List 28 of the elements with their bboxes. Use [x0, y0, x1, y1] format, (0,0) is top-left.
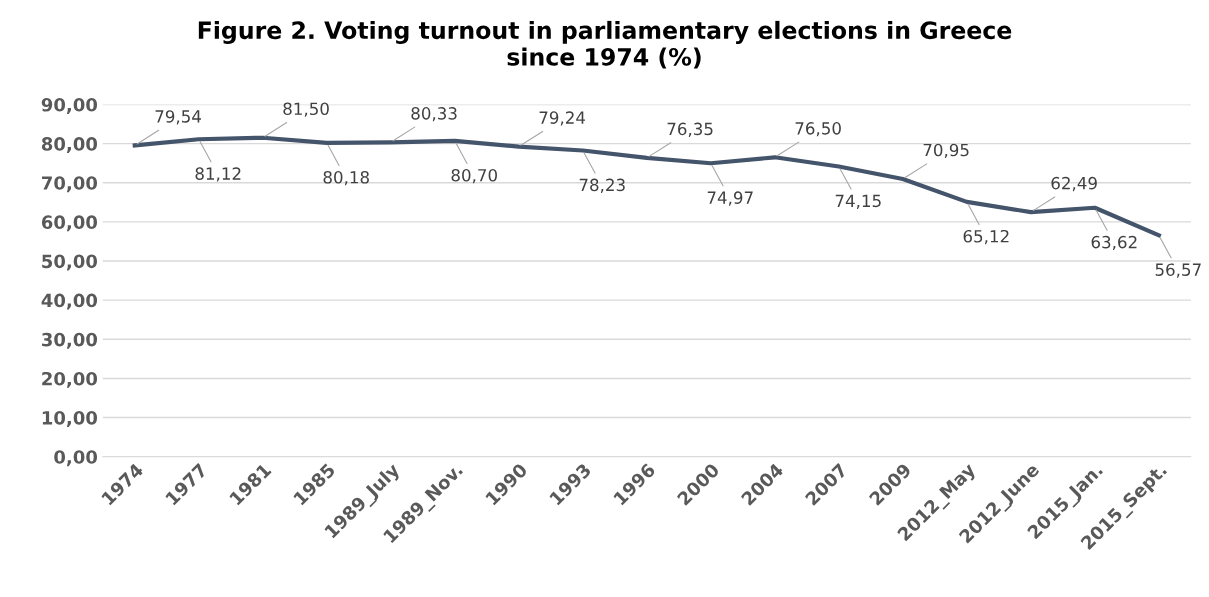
data-label: 80,70	[451, 168, 497, 184]
y-tick-label: 20,00	[42, 371, 98, 388]
y-tick-label: 60,00	[41, 215, 98, 232]
data-label: 80,18	[323, 170, 369, 186]
data-label: 63,62	[1091, 235, 1137, 251]
y-tick-label: 50,00	[42, 254, 98, 271]
y-tick-label: 70,00	[42, 176, 98, 193]
data-label: 76,35	[667, 122, 713, 137]
data-label: 76,50	[795, 122, 841, 137]
data-label: 74,15	[835, 194, 881, 209]
y-tick-label: 80,00	[41, 137, 98, 154]
data-label: 78,23	[579, 178, 625, 193]
data-label: 65,12	[963, 229, 1009, 245]
y-tick-label: 10,00	[42, 411, 98, 427]
data-label: 56,57	[1155, 263, 1201, 278]
data-label: 62,49	[1051, 176, 1097, 192]
data-label: 70,95	[923, 143, 969, 159]
data-label: 80,33	[411, 107, 457, 122]
y-tick-label: 30,00	[42, 332, 98, 349]
data-label: 79,54	[155, 110, 201, 125]
data-label: 81,50	[283, 102, 329, 117]
data-label: 81,12	[195, 167, 241, 182]
y-tick-label: 40,00	[41, 293, 98, 310]
data-label: 74,97	[707, 191, 753, 206]
data-label: 79,24	[539, 111, 586, 126]
y-tick-label: 90,00	[41, 97, 98, 114]
y-tick-label: 0,00	[54, 450, 98, 467]
chart-title: Figure 2. Voting turnout in parliamentary elections in Greece since 1974 (%)	[198, 20, 1012, 69]
